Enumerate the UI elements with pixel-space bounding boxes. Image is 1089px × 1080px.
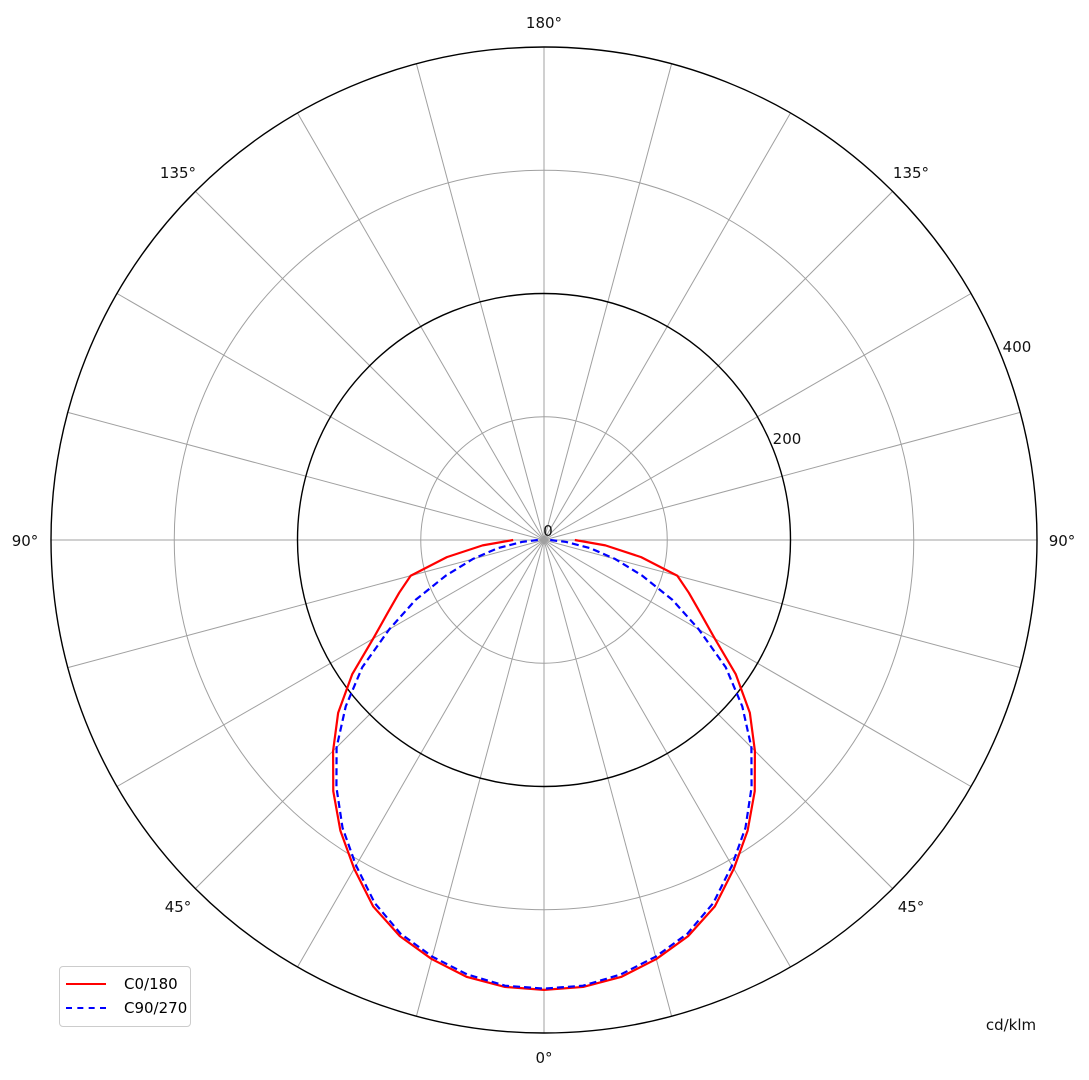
angle-label-45-right: 45°	[898, 898, 925, 916]
grid-circle-300	[173, 169, 915, 911]
legend-swatch-solid	[66, 983, 106, 985]
grid-circle-400	[50, 46, 1038, 1034]
curves	[331, 538, 757, 991]
legend-swatch-dashed	[66, 1007, 106, 1009]
polar-grid	[50, 46, 1038, 1034]
angle-label-135-left: 135°	[160, 164, 196, 182]
radial-tick-400: 400	[1003, 338, 1032, 356]
grid-circle-100	[420, 416, 668, 664]
angle-label-135-right: 135°	[893, 164, 929, 182]
unit-label: cd/klm	[986, 1016, 1036, 1034]
radial-tick-0: 0	[543, 522, 553, 540]
angle-label-180: 180°	[526, 14, 562, 32]
angle-label-90-left: 90°	[12, 532, 39, 550]
series-C0-180	[331, 538, 757, 991]
series-C90-270	[335, 538, 753, 990]
angle-label-45-left: 45°	[165, 898, 192, 916]
legend-label: C0/180	[124, 975, 178, 993]
angle-label-0: 0°	[535, 1049, 552, 1067]
labels: 0° 45° 90° 135° 180° 135° 90° 45° 0 200 …	[12, 14, 1076, 1067]
radial-tick-200: 200	[773, 430, 802, 448]
legend-item-c0: C0/180	[66, 975, 178, 993]
angle-label-90-right: 90°	[1049, 532, 1076, 550]
legend-label: C90/270	[124, 999, 188, 1017]
grid-circle-200	[296, 292, 792, 788]
legend: C0/180 C90/270	[59, 966, 191, 1027]
legend-item-c90: C90/270	[66, 999, 187, 1017]
